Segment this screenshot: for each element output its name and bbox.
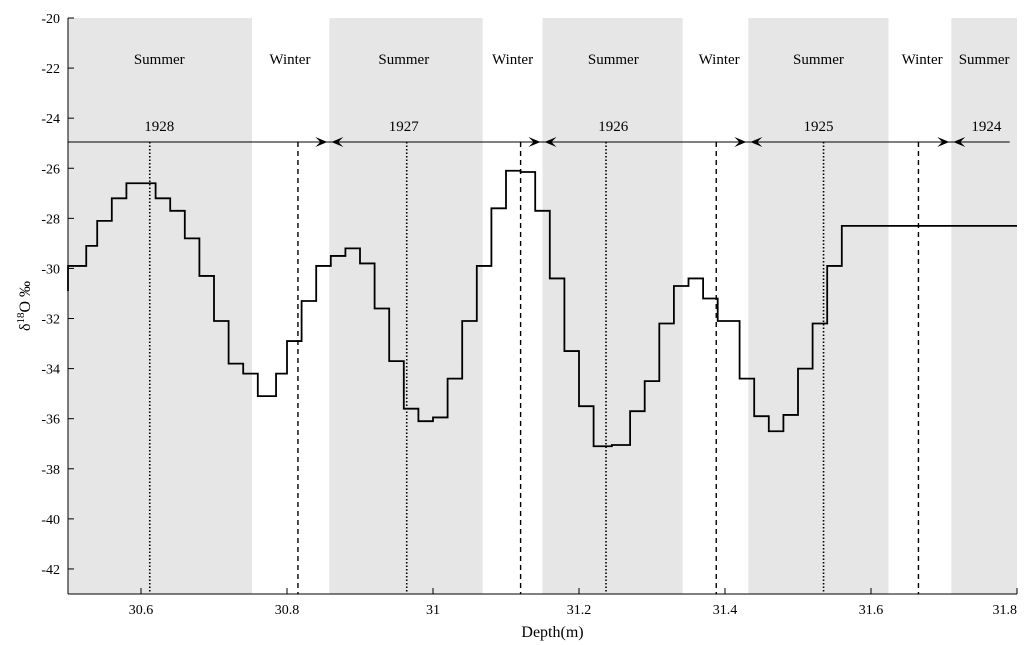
y-tick-label: -32: [41, 313, 60, 328]
year-label: 1928: [144, 119, 174, 135]
x-tick-label: 30.6: [129, 603, 154, 618]
y-tick-label: -26: [41, 162, 60, 177]
y-tick-label: -30: [41, 262, 60, 277]
year-label: 1927: [389, 119, 420, 135]
y-tick-label: -42: [41, 563, 60, 578]
summer-bands: [68, 18, 1017, 594]
season-label: Winter: [492, 52, 533, 68]
reference-lines: [148, 141, 920, 594]
x-tick-label: 31: [426, 603, 440, 618]
y-axis-title-superscript: 18: [15, 312, 27, 324]
annotations: Summer Winter Summer Winter Summer Winter Summ…: [134, 52, 1010, 135]
x-tick-label: 31.4: [713, 603, 738, 618]
x-axis-title: Depth(m): [521, 624, 583, 641]
y-tick-label: -36: [41, 413, 60, 428]
arrowhead-right: [315, 136, 328, 147]
y-tick-label: -22: [41, 62, 60, 77]
arrowhead-left: [750, 136, 763, 147]
summer-band: [329, 18, 483, 594]
arrowhead-left: [331, 136, 344, 147]
y-tick-label: -24: [41, 112, 60, 127]
y-axis-title-rest: O ‰: [17, 281, 34, 313]
y-tick-label: -28: [41, 212, 60, 227]
x-tick-label: 31.6: [859, 603, 884, 618]
season-label: Winter: [902, 52, 943, 68]
y-tick-label: -38: [41, 463, 60, 478]
arrowhead-left: [953, 136, 966, 147]
y-tick-label: -34: [41, 363, 60, 378]
year-label: 1925: [803, 119, 833, 135]
summer-band: [748, 18, 889, 594]
y-tick-label: -20: [41, 12, 60, 27]
axes: -20 -22 -24 -26 -28 -30 -32 -34 -36 -38 -40 -42 30.6…: [15, 12, 1018, 641]
season-label: Summer: [134, 52, 185, 68]
year-label: 1926: [598, 119, 629, 135]
year-boundary-line: [68, 136, 1010, 147]
season-label: Winter: [269, 52, 310, 68]
x-tick-label: 30.8: [275, 603, 300, 618]
summer-band: [951, 18, 1017, 594]
delta18o-step-line: [67, 169, 1017, 448]
arrowhead-right: [734, 136, 747, 147]
season-label: Summer: [959, 52, 1010, 68]
season-label: Winter: [699, 52, 740, 68]
season-label: Summer: [588, 52, 639, 68]
summer-band: [542, 18, 683, 594]
x-tick-label: 31.8: [993, 603, 1018, 618]
y-tick-label: -40: [41, 513, 60, 528]
season-label: Summer: [378, 52, 429, 68]
x-tick-label: 31.2: [567, 603, 592, 618]
arrowhead-left: [544, 136, 557, 147]
arrowhead-right: [937, 136, 950, 147]
y-axis-title: δ18O ‰: [15, 281, 34, 331]
data-series: [67, 169, 1017, 448]
summer-band: [68, 18, 252, 594]
y-axis-title-delta: δ: [17, 324, 34, 332]
arrowhead-right: [528, 136, 541, 147]
season-label: Summer: [793, 52, 844, 68]
year-label: 1924: [971, 119, 1002, 135]
